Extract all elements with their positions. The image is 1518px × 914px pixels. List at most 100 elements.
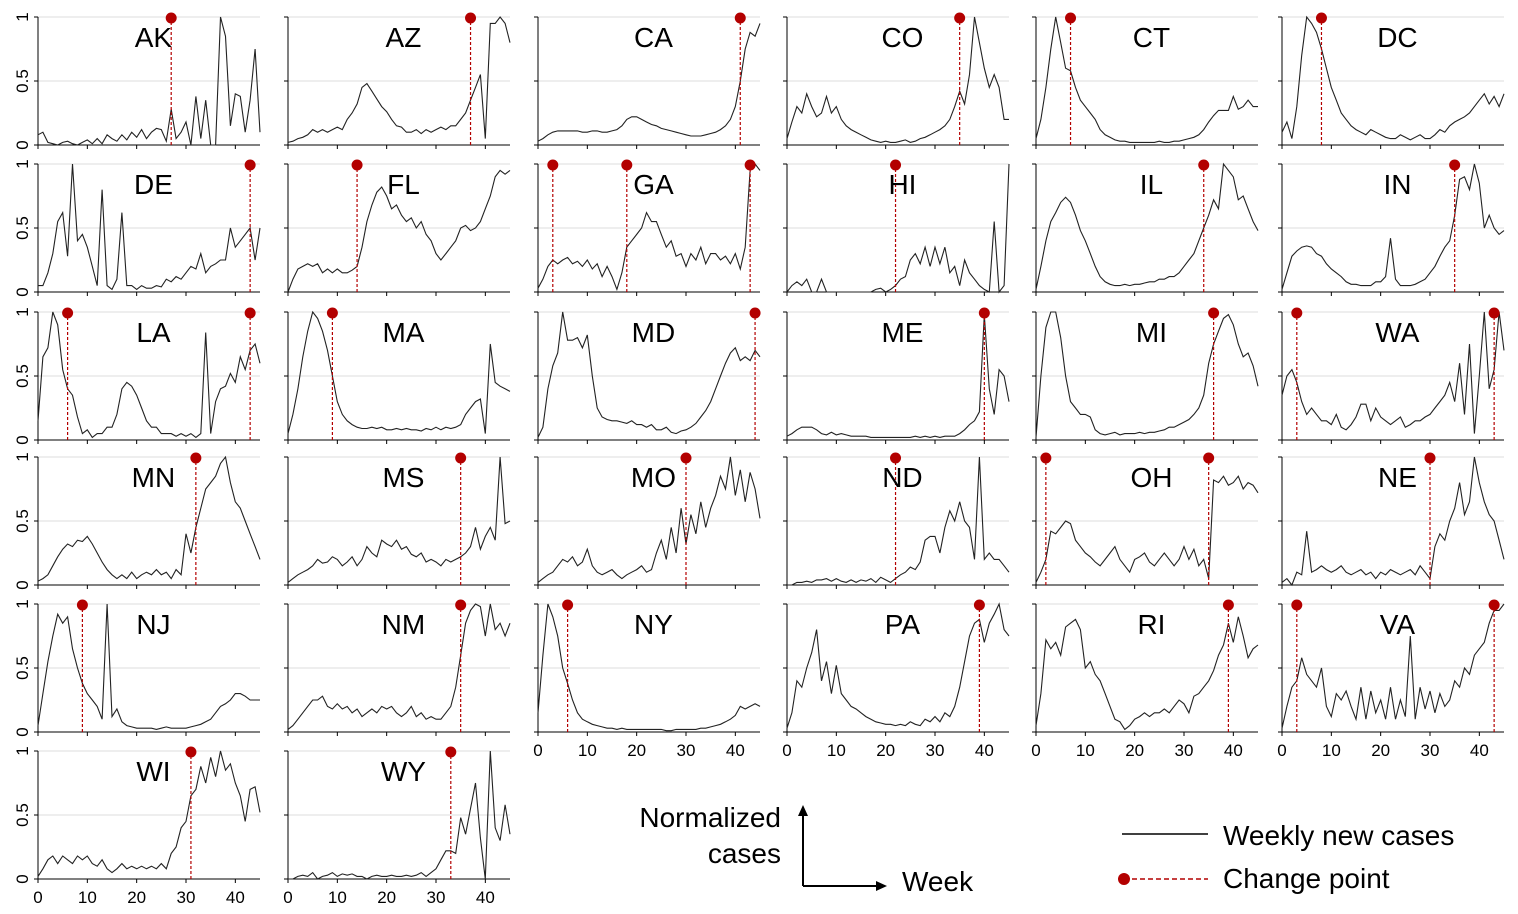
panel-nm: NM <box>284 599 511 736</box>
change-point-dot <box>749 307 761 319</box>
panel-co: CO <box>783 12 1009 149</box>
change-point-dot <box>1315 12 1327 24</box>
change-point-dot <box>190 452 202 464</box>
y-tick-label: 0.5 <box>13 69 32 93</box>
series-line-ca <box>537 23 761 142</box>
change-point-dot <box>351 159 363 171</box>
change-point-dot <box>244 159 256 171</box>
series-line-mn <box>37 455 261 582</box>
state-label: CT <box>1133 22 1170 53</box>
state-label: ND <box>882 462 922 493</box>
series-line-mi <box>1035 311 1259 438</box>
series-line-ma <box>287 310 511 434</box>
panel-ak: 0 0.5 1 AK <box>13 12 261 150</box>
change-point-dot <box>621 159 633 171</box>
y-tick-label: 0 <box>13 874 32 883</box>
series-line-nj <box>37 603 260 730</box>
series-line-de <box>38 163 261 291</box>
x-tick-label: 10 <box>578 741 597 760</box>
series-line-me <box>786 314 1010 438</box>
series-line-ga <box>537 163 761 292</box>
series-line-wa <box>1281 311 1505 434</box>
change-point-dot <box>1203 452 1215 464</box>
x-tick-label: 30 <box>1421 741 1440 760</box>
panel-hi: HI <box>783 159 1010 296</box>
panel-ms: MS <box>284 452 511 589</box>
panel-ma: MA <box>284 307 511 444</box>
change-point-dot <box>62 307 74 319</box>
y-tick-label: 1 <box>13 746 32 755</box>
x-tick-label: 30 <box>926 741 945 760</box>
x-tick-label: 40 <box>726 741 745 760</box>
x-tick-label: 30 <box>677 741 696 760</box>
change-point-dot <box>734 12 746 24</box>
state-label: FL <box>387 169 420 200</box>
x-tick-label: 30 <box>427 888 446 907</box>
series-line-ne <box>1281 456 1505 587</box>
change-point-dot <box>562 599 574 611</box>
change-point-dot <box>680 452 692 464</box>
change-point-dot <box>445 746 457 758</box>
state-label: MD <box>632 317 676 348</box>
panel-va: 0 10 20 30 40 VA <box>1277 599 1505 760</box>
guide-xlabel: Week <box>902 866 974 897</box>
x-tick-label: 30 <box>1175 741 1194 760</box>
x-tick-label: 20 <box>377 888 396 907</box>
series-line-dc <box>1281 15 1505 141</box>
state-label: NE <box>1378 462 1417 493</box>
guide-up-arrowhead <box>798 805 808 816</box>
change-point-dot <box>1208 307 1220 319</box>
state-label: ME <box>881 317 923 348</box>
series-line-nm <box>287 603 511 730</box>
y-tick-label: 0 <box>13 435 32 444</box>
state-label: MO <box>631 462 676 493</box>
x-tick-label: 20 <box>127 888 146 907</box>
x-tick-label: 40 <box>476 888 495 907</box>
series-line-nd <box>787 456 1010 586</box>
change-point-dot <box>744 159 756 171</box>
legend-change-label: Change point <box>1223 863 1390 894</box>
state-label: WI <box>136 756 170 787</box>
x-tick-label: 40 <box>1224 741 1243 760</box>
change-point-dot <box>890 452 902 464</box>
state-label: HI <box>888 169 916 200</box>
series-line-ny <box>537 603 761 732</box>
change-point-dot <box>1222 599 1234 611</box>
panel-mn: 0 0.5 1 MN <box>13 452 261 590</box>
state-label: OH <box>1130 462 1172 493</box>
state-label: MN <box>132 462 176 493</box>
state-label: AK <box>135 22 173 53</box>
state-label: DE <box>134 169 173 200</box>
axis-guide: Normalized cases Week <box>639 802 974 897</box>
y-tick-label: 0.5 <box>13 656 32 680</box>
panel-dc: DC <box>1278 12 1505 149</box>
change-point-dot <box>165 12 177 24</box>
series-line-pa <box>786 602 1010 729</box>
state-label: NM <box>382 609 426 640</box>
y-tick-label: 1 <box>13 452 32 461</box>
x-tick-label: 20 <box>627 741 646 760</box>
x-tick-label: 10 <box>1322 741 1341 760</box>
x-tick-label: 10 <box>1076 741 1095 760</box>
x-tick-label: 0 <box>533 741 542 760</box>
x-tick-label: 0 <box>33 888 42 907</box>
change-point-dot <box>1449 159 1461 171</box>
series-line-ms <box>287 456 511 583</box>
y-tick-label: 0 <box>13 580 32 589</box>
series-line-hi <box>786 163 1010 294</box>
panel-nj: 0 0.5 1 NJ <box>13 599 260 737</box>
panel-ct: CT <box>1032 12 1258 149</box>
state-label: MS <box>382 462 424 493</box>
change-point-dot <box>973 599 985 611</box>
panel-nd: ND <box>783 452 1010 589</box>
x-tick-label: 30 <box>177 888 196 907</box>
panel-wy: 0 10 20 30 40 WY <box>283 746 511 907</box>
panel-mi: MI <box>1032 307 1259 444</box>
state-label: MA <box>382 317 424 348</box>
state-label: IL <box>1140 169 1163 200</box>
change-point-dot <box>1065 12 1077 24</box>
y-tick-label: 0.5 <box>13 216 32 240</box>
series-line-la <box>37 311 261 439</box>
y-tick-label: 0 <box>13 727 32 736</box>
change-point-dot <box>455 599 467 611</box>
